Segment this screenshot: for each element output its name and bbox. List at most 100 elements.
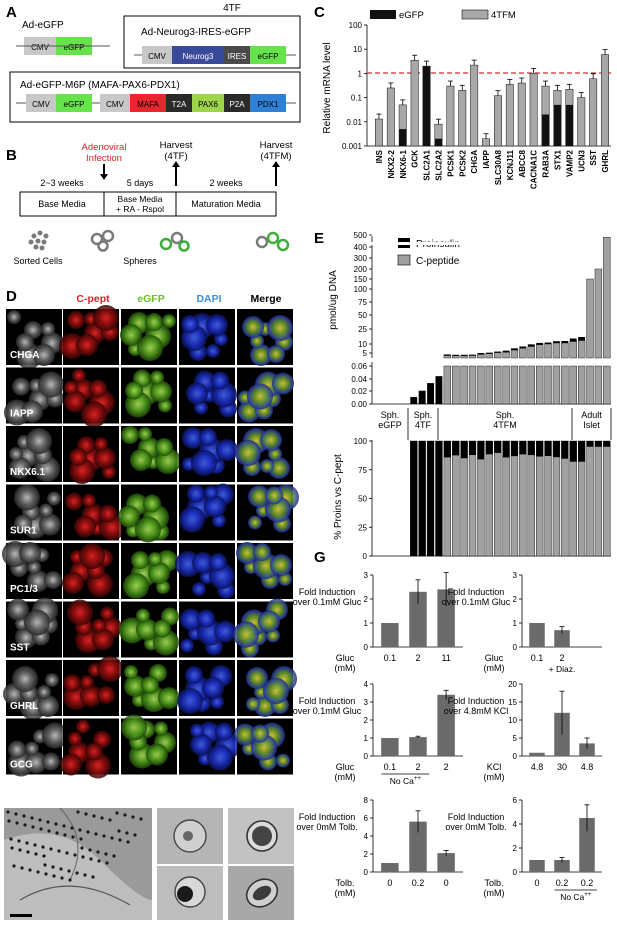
g-xtick-label: 0.2 bbox=[581, 878, 594, 888]
e-bar-proinsulin bbox=[485, 352, 493, 354]
c-gene-label: GHRL bbox=[601, 150, 610, 173]
d-image-egfp-cell bbox=[143, 494, 161, 513]
d-row-label: SST bbox=[10, 643, 29, 654]
d-image-egfp-cell bbox=[131, 551, 149, 569]
mafa-box bbox=[130, 94, 166, 112]
c-gene-label: NKX6-1 bbox=[399, 149, 408, 178]
e-bar-cpeptide bbox=[460, 365, 468, 405]
d-image-cpept-cell bbox=[80, 685, 102, 707]
g-xtick-label: 2 bbox=[559, 653, 564, 663]
e-pct-tick-label: 50 bbox=[358, 495, 367, 504]
g-xtick-label: 0 bbox=[387, 878, 392, 888]
svg-text:5 days: 5 days bbox=[127, 178, 154, 188]
svg-text:eGFP: eGFP bbox=[258, 52, 279, 61]
g-bar bbox=[437, 694, 455, 756]
e-bar-cpeptide bbox=[552, 365, 561, 405]
d-image-stain-cell bbox=[33, 344, 55, 366]
e-pct-bar-cpeptide bbox=[510, 440, 519, 557]
em-granule bbox=[102, 834, 106, 838]
e-bar-cpeptide bbox=[561, 365, 569, 405]
d-image-cpept-cell bbox=[60, 753, 82, 776]
e-pct-bar-proinsulin bbox=[586, 441, 594, 447]
g-ytick-label: 8 bbox=[364, 796, 369, 805]
d-image-merge-cell bbox=[248, 515, 262, 530]
d-image-merge-cell bbox=[248, 485, 270, 508]
g-xlabel: KCl (mM) bbox=[484, 762, 505, 782]
e-bar-proinsulin bbox=[544, 342, 552, 344]
d-image-stain-cell bbox=[42, 722, 68, 749]
header-egfp: eGFP bbox=[137, 293, 164, 305]
d-row-label: GHRL bbox=[10, 701, 38, 712]
e-bar-proinsulin bbox=[477, 353, 485, 355]
d-image-egfp-cell bbox=[130, 449, 152, 471]
g-ytick-label: 0 bbox=[364, 643, 369, 652]
g-chart-6: 0 2 4 6 Fold Induction over 0mM Tolb. 0 0.2 0.2 T… bbox=[445, 796, 602, 902]
c-bars bbox=[375, 49, 609, 147]
em-granule bbox=[97, 859, 101, 863]
legend-4tfm-swatch bbox=[461, 9, 489, 20]
e-pct-bar-cpeptide bbox=[603, 440, 611, 557]
header-merge: Merge bbox=[251, 293, 282, 305]
c-gene-label: SLC2A1 bbox=[423, 149, 432, 180]
e-bar-cpeptide bbox=[527, 346, 535, 359]
e-pct-tick-label: 75 bbox=[358, 466, 367, 475]
c-gene-label: ABCC8 bbox=[518, 149, 527, 177]
e-bar-cpeptide bbox=[477, 365, 485, 405]
e-bar-cpeptide bbox=[569, 341, 577, 359]
svg-text:MAFA: MAFA bbox=[137, 100, 159, 109]
d-image-stain-cell bbox=[9, 457, 31, 479]
g-chart-5: 0 2 4 6 8 Fold Induction over 0mM Tolb. 0 0.2 0 To… bbox=[296, 796, 463, 898]
c-gene-labels: INS NKX2-2 NKX6-1 GCK SLC2A1 SLC2A2 PCSK1 PCSK2… bbox=[375, 149, 610, 189]
e-bar-proinsulin bbox=[511, 348, 518, 351]
d-image-dapi-cell bbox=[179, 506, 205, 533]
panel-label-a: A bbox=[6, 4, 17, 21]
d-image-cpept-cell bbox=[67, 311, 85, 329]
g-bar bbox=[381, 738, 399, 756]
em-granule bbox=[94, 832, 98, 836]
em-granule bbox=[79, 837, 83, 841]
e-bar-cpeptide bbox=[577, 365, 586, 405]
d-image-stain-cell bbox=[16, 333, 34, 351]
e-group-label: Adult Islet bbox=[581, 410, 602, 430]
g-xtick-label: 30 bbox=[557, 762, 567, 772]
em-granule bbox=[28, 868, 32, 872]
g-xtick-label: 4.8 bbox=[531, 762, 544, 772]
em-granule bbox=[52, 874, 56, 878]
em-granule bbox=[12, 864, 16, 868]
c-ylabel: Relative mRNA level bbox=[322, 42, 333, 133]
em-granule bbox=[80, 846, 84, 850]
e-pct-bar-proinsulin bbox=[519, 441, 527, 455]
e-bar-cpeptide bbox=[586, 278, 594, 359]
g-bar bbox=[409, 737, 427, 756]
g-bar bbox=[381, 863, 399, 872]
g-bar bbox=[529, 752, 545, 756]
d-image-cpept-cell bbox=[97, 656, 123, 682]
g-xlabel: Tolb. (mM) bbox=[335, 878, 356, 898]
em-granule bbox=[100, 816, 104, 820]
c-bar-4tfm bbox=[386, 87, 395, 147]
d-image-egfp-cell bbox=[125, 381, 143, 400]
d-image-dapi-cell bbox=[185, 666, 203, 684]
d-image-dapi-cell bbox=[186, 382, 208, 405]
em-granule bbox=[75, 871, 79, 875]
pdx1-box bbox=[250, 94, 286, 112]
d-image-merge-cell bbox=[235, 440, 261, 466]
panel-label-e: E bbox=[314, 230, 324, 247]
e-ytick-label: 75 bbox=[358, 298, 367, 307]
e-bar-cpeptide bbox=[519, 365, 527, 405]
d-image-cpept-cell bbox=[93, 305, 119, 331]
e-bar-proinsulin bbox=[536, 342, 544, 345]
d-row-label: SUR1 bbox=[10, 526, 37, 537]
d-image-egfp-cell bbox=[158, 687, 180, 709]
svg-text:eGFP: eGFP bbox=[64, 100, 85, 109]
e-ytick-label: 0.02 bbox=[351, 387, 367, 396]
d-image-merge-cell bbox=[234, 723, 256, 746]
d-image-stain-cell bbox=[14, 514, 32, 533]
em-granule bbox=[36, 870, 40, 874]
d-image-stain-cell bbox=[7, 310, 21, 324]
e-pct-bars: 100 75 50 25 0 bbox=[354, 437, 611, 561]
d-image-stain-cell bbox=[39, 503, 53, 518]
em-granule bbox=[96, 850, 100, 854]
e-bar-cpeptide bbox=[544, 343, 552, 359]
